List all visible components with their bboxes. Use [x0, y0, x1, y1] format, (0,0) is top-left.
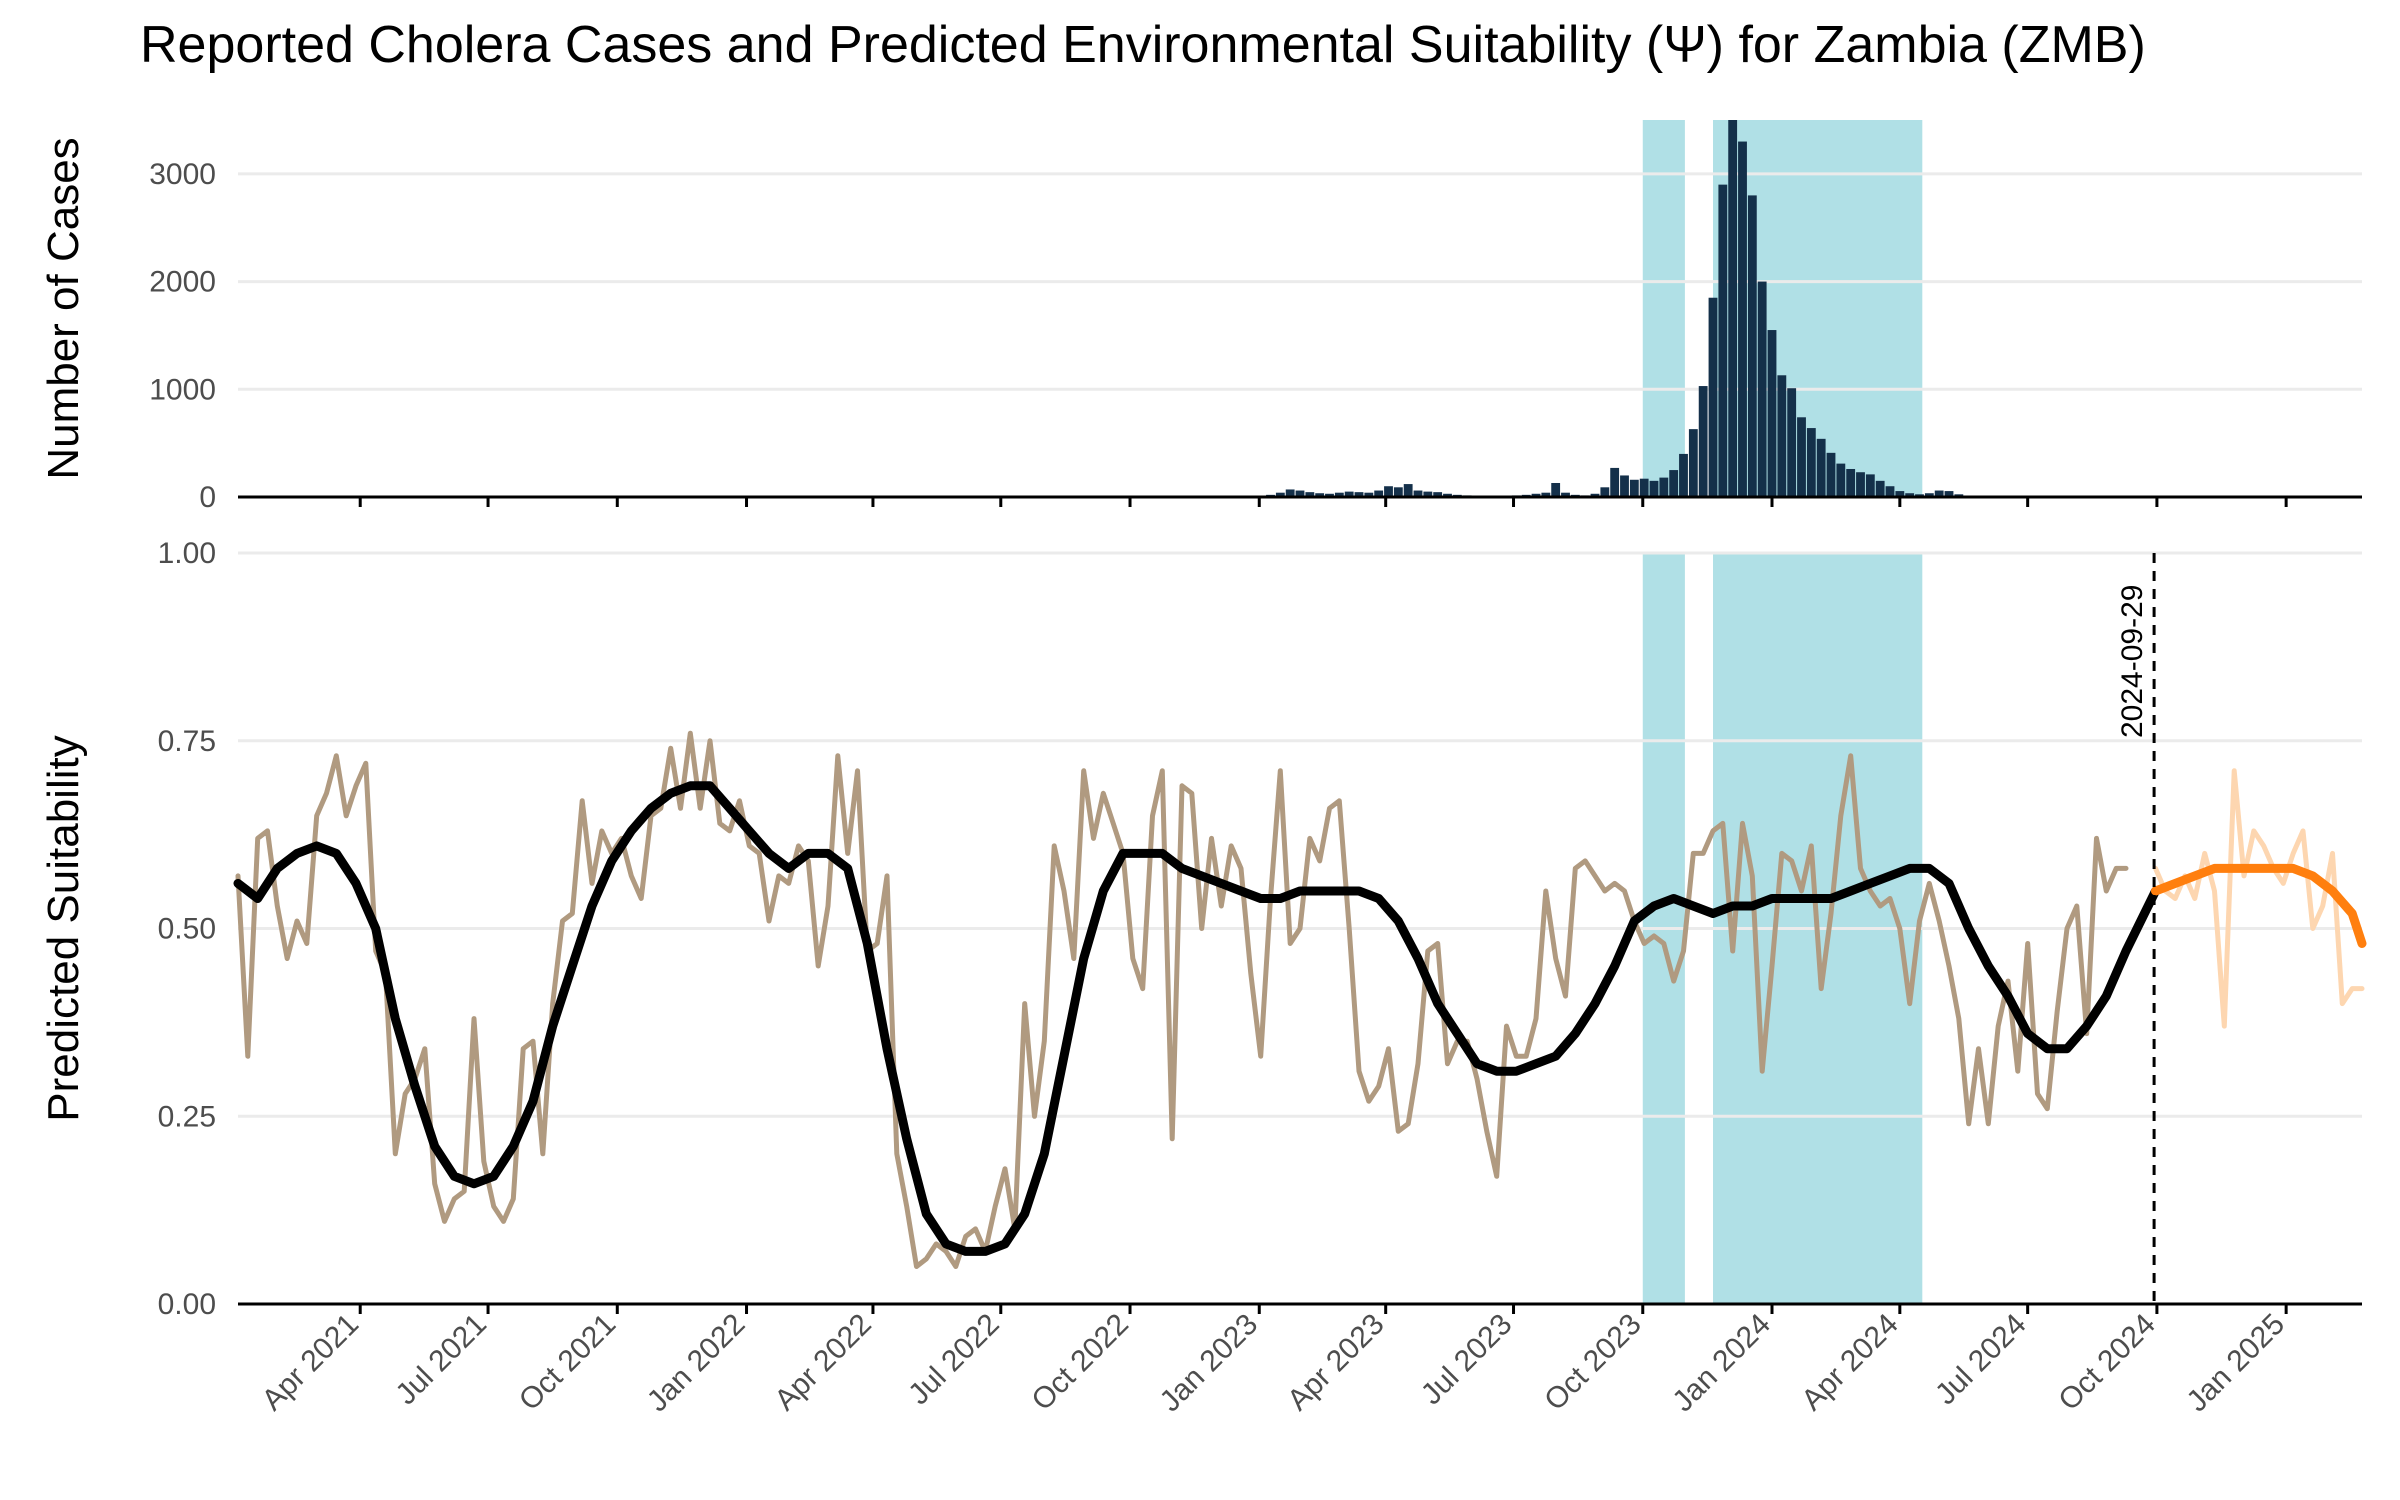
cases-bar — [1777, 375, 1787, 497]
cases-bar — [1315, 493, 1325, 497]
outbreak-period-1 — [1642, 120, 1685, 497]
forecast-date-label: 2024-09-29 — [2116, 585, 2149, 738]
suitability-y-axis-label: Predicted Suitability — [39, 735, 88, 1121]
cases-panel: 0 1000 2000 3000 Number of Cases — [39, 120, 2362, 514]
cases-bar — [1885, 486, 1895, 497]
cases-bar — [1354, 492, 1364, 497]
cases-bar — [1374, 490, 1384, 497]
y-tick-label: 0.25 — [158, 1100, 216, 1133]
cases-bar — [1728, 120, 1738, 497]
cases-bar — [1688, 429, 1698, 497]
cases-bar — [1393, 487, 1403, 497]
cases-bar — [1836, 463, 1846, 497]
cases-bar — [1649, 480, 1659, 497]
cases-bar — [1895, 491, 1905, 497]
top-outbreak-shading — [1642, 120, 1923, 497]
cases-bar — [1344, 491, 1354, 497]
cases-bar — [1334, 492, 1344, 497]
cases-bar — [1669, 470, 1679, 497]
cases-bar — [1364, 492, 1374, 497]
cases-bar — [1590, 493, 1600, 497]
cases-bar — [1757, 281, 1767, 497]
y-tick-label: 0.50 — [158, 913, 216, 946]
y-tick-label: 2000 — [149, 266, 216, 299]
cases-bar — [1718, 184, 1728, 497]
cases-bar — [1639, 478, 1649, 497]
cases-bar — [1600, 487, 1610, 497]
cases-bar — [1433, 492, 1443, 497]
cases-bar — [1295, 490, 1305, 497]
cases-bar — [1384, 486, 1393, 497]
cases-bar — [1629, 479, 1639, 497]
outbreak-period-2 — [1713, 120, 1923, 497]
cases-bar — [1934, 490, 1944, 497]
cases-bar — [1620, 475, 1629, 497]
cases-bar — [1747, 195, 1757, 497]
cases-bar — [1816, 438, 1826, 497]
y-tick-label: 1000 — [149, 373, 216, 406]
cases-bar — [1423, 491, 1433, 497]
cases-bar — [1610, 467, 1620, 497]
series-smooth-observed — [233, 781, 2160, 1256]
cases-bar — [1698, 386, 1708, 497]
cases-bar — [1561, 492, 1570, 497]
cases-bar — [1551, 482, 1561, 497]
cases-bars — [1256, 120, 2023, 498]
cases-bar — [1443, 493, 1452, 497]
cases-bar — [1905, 493, 1915, 497]
cases-bar — [1659, 477, 1669, 497]
series-raw-observed — [235, 730, 2129, 1269]
cases-bar — [1924, 493, 1934, 497]
cases-bar — [1797, 417, 1806, 497]
cases-bar — [1325, 493, 1334, 497]
cases-bar — [1403, 484, 1413, 497]
chart-title: Reported Cholera Cases and Predicted Env… — [140, 16, 2146, 74]
cases-bar — [1856, 472, 1865, 497]
cases-bar — [1846, 468, 1856, 497]
cases-bar — [1305, 492, 1315, 497]
y-tick-label: 0 — [199, 481, 216, 514]
y-tick-label: 3000 — [149, 158, 216, 191]
cases-bar — [1767, 330, 1777, 497]
cases-bar — [1806, 428, 1816, 497]
y-tick-label: 0.00 — [158, 1288, 216, 1321]
cases-bar — [1275, 492, 1285, 497]
cases-bar — [1531, 493, 1541, 497]
cases-bar — [1865, 474, 1875, 497]
suitability-lines — [233, 730, 2367, 1269]
cases-bar — [1875, 480, 1885, 497]
cases-bar — [1787, 388, 1797, 497]
y-tick-label: 0.75 — [158, 725, 216, 758]
cases-y-axis-label: Number of Cases — [39, 137, 88, 479]
cases-bar — [1413, 490, 1423, 497]
cases-bar — [1826, 452, 1836, 497]
series-smooth-forecast — [2151, 863, 2367, 948]
cases-bar — [1708, 297, 1718, 497]
cases-bar — [1738, 141, 1747, 498]
cases-bar — [1944, 491, 1954, 497]
y-tick-label: 1.00 — [158, 537, 216, 570]
cases-bar — [1679, 453, 1688, 497]
cases-bar — [1541, 492, 1551, 497]
series-raw-forecast — [2153, 768, 2365, 1029]
cases-bar — [1285, 489, 1295, 497]
top-gridlines — [238, 172, 2362, 391]
bottom-y-tick-labels: 0.00 0.25 0.50 0.75 1.00 — [158, 537, 216, 1321]
top-x-ticks — [358, 497, 2288, 507]
top-y-tick-labels: 0 1000 2000 3000 — [149, 158, 216, 514]
